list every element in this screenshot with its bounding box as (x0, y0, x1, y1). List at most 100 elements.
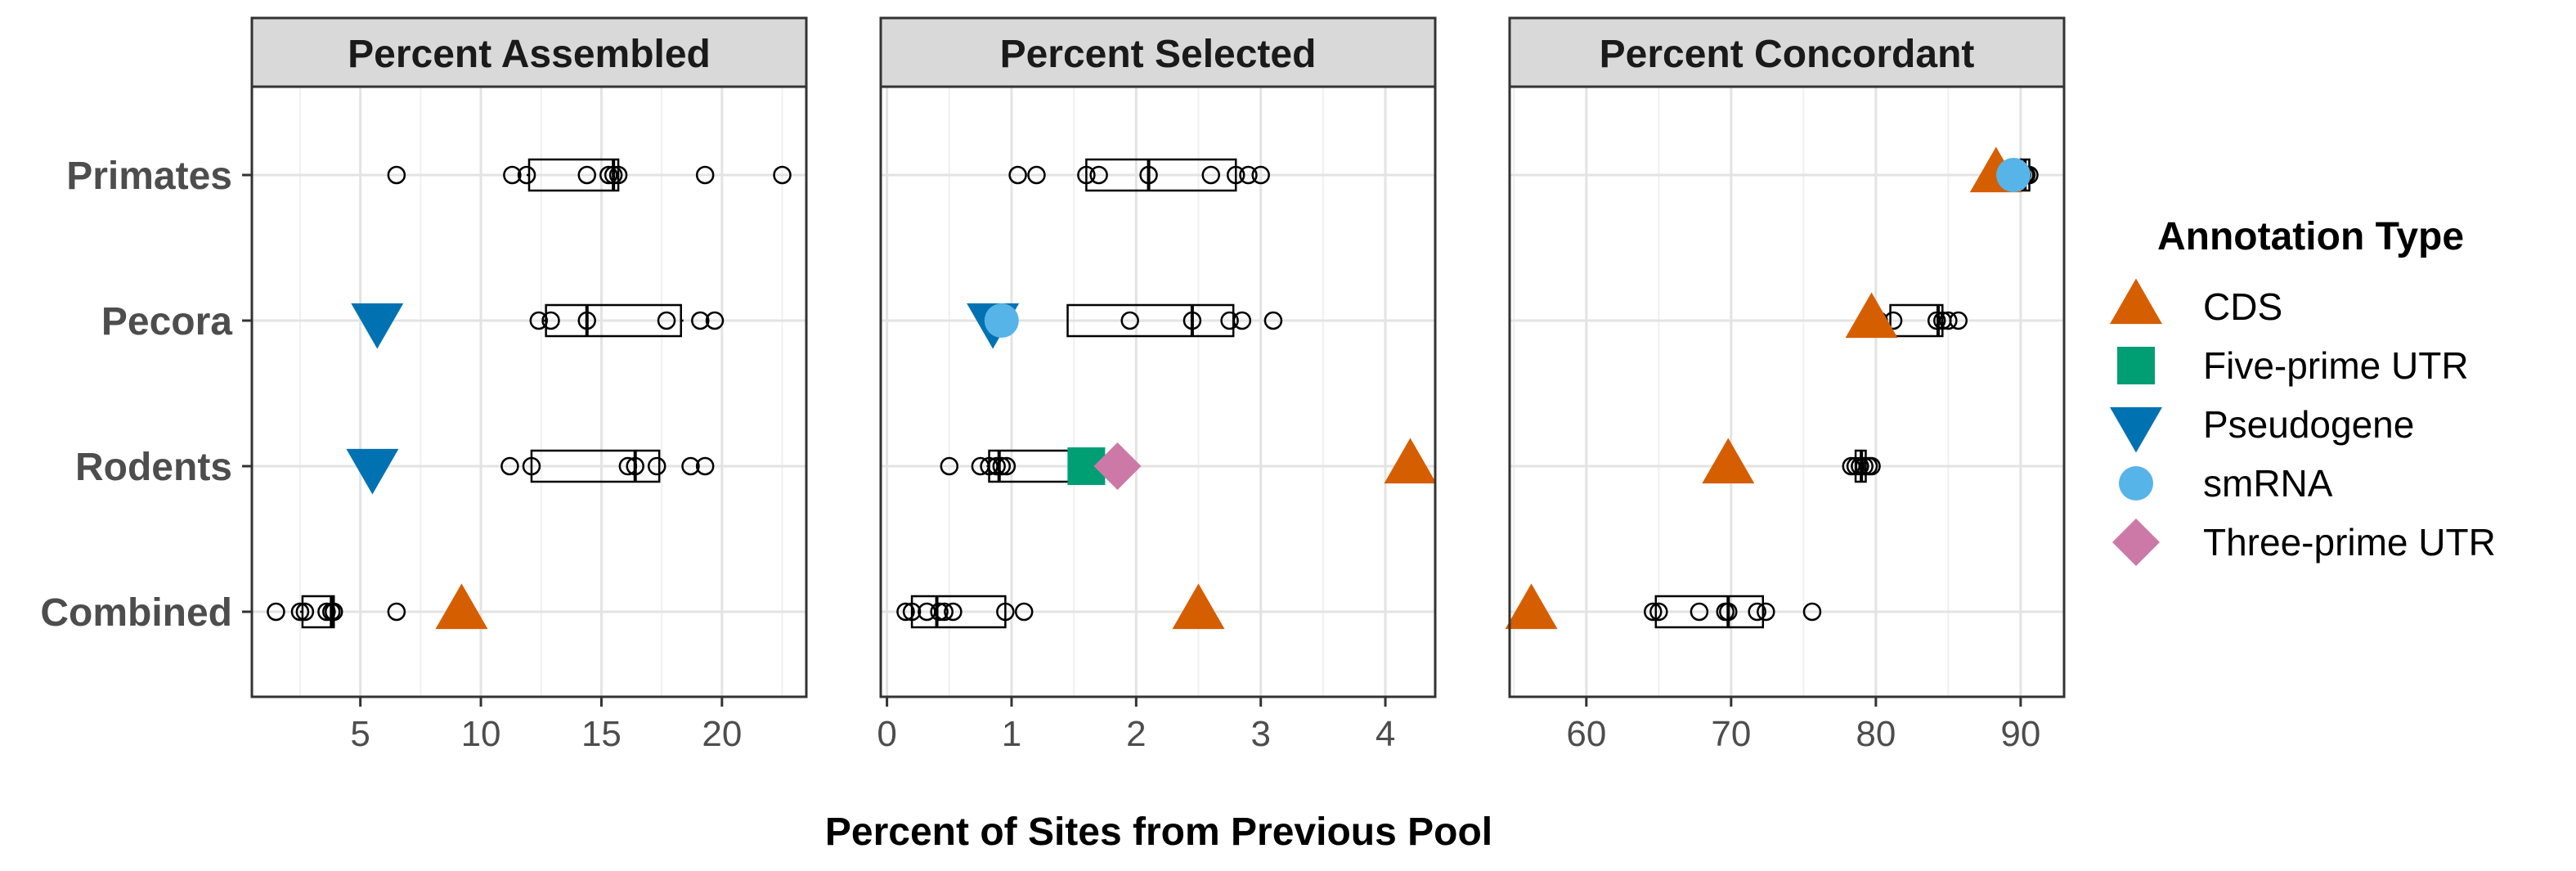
facet-strip-title: Percent Assembled (348, 33, 711, 76)
legend-label: Five-prime UTR (2203, 344, 2469, 387)
data-point (1226, 165, 1245, 185)
data-point (577, 165, 596, 185)
data-point (1644, 602, 1663, 622)
data-point (1927, 311, 1946, 330)
data-point (896, 602, 915, 622)
data-point (517, 165, 536, 185)
data-point (1089, 165, 1108, 185)
data-point (1014, 602, 1034, 622)
annotation-marker (435, 583, 488, 630)
legend-label: Pseudogene (2203, 403, 2414, 446)
data-point (681, 456, 700, 476)
data-point (691, 311, 710, 330)
data-point (997, 456, 1016, 476)
y-tick-label: Primates (66, 155, 232, 198)
data-point (324, 602, 343, 622)
data-point (541, 311, 560, 330)
data-point (577, 311, 596, 330)
annotation-marker (1172, 583, 1225, 630)
data-point (1201, 165, 1221, 185)
data-point (1139, 165, 1158, 185)
data-point (290, 602, 310, 622)
data-point (604, 165, 623, 185)
data-point (902, 602, 922, 622)
data-point (1183, 311, 1202, 330)
data-point (1719, 602, 1738, 622)
data-point (1027, 165, 1046, 185)
x-tick-label: 60 (1566, 714, 1606, 754)
data-point (695, 456, 715, 476)
data-point (500, 456, 519, 476)
data-point (935, 602, 954, 622)
panel-background (1510, 87, 2064, 697)
x-tick-label: 4 (1376, 714, 1395, 754)
data-point (522, 456, 541, 476)
data-point (1120, 311, 1139, 330)
data-point (918, 602, 936, 622)
data-point (599, 165, 618, 185)
data-point (1757, 602, 1775, 622)
panel: Percent Assembled 5 10 15 20 Primates Pecora Ro… (40, 16, 808, 754)
box (530, 449, 661, 483)
data-point (608, 165, 628, 185)
data-point (387, 165, 406, 185)
facet-strip (250, 16, 808, 88)
data-point (1748, 602, 1766, 622)
legend-title: Annotation Type (2157, 215, 2464, 258)
legend-label: CDS (2203, 285, 2282, 328)
legend-label: Three-prime UTR (2203, 521, 2496, 563)
data-point (1862, 456, 1881, 476)
data-point (1232, 311, 1252, 330)
box (1889, 303, 1944, 338)
data-point (1220, 311, 1239, 330)
box (1085, 158, 1237, 192)
data-point (317, 602, 336, 622)
annotation-marker (1845, 292, 1898, 339)
annotation-marker (1702, 438, 1755, 484)
x-tick-label: 3 (1250, 714, 1270, 754)
data-point (773, 165, 792, 185)
annotation-marker (1505, 583, 1558, 630)
annotation-marker (351, 303, 404, 349)
x-tick-label: 20 (702, 714, 742, 754)
x-tick-label: 70 (1711, 714, 1751, 754)
legend: Annotation Type CDS Five-prime UTR Pseudog… (2110, 215, 2496, 566)
x-tick-label: 5 (350, 714, 370, 754)
box (527, 158, 620, 192)
data-point (503, 165, 522, 185)
data-point (295, 602, 315, 622)
legend-key (2110, 278, 2162, 325)
legend-key (2119, 466, 2153, 501)
x-tick-label: 90 (2000, 714, 2040, 754)
panel: Percent Concordant 60 70 80 90 (1505, 16, 2066, 754)
box (910, 595, 1007, 629)
facet-strip (1508, 16, 2066, 88)
data-point (1949, 311, 1968, 330)
annotation-marker (346, 448, 399, 495)
data-point (996, 602, 1015, 622)
y-tick-label: Pecora (101, 300, 232, 343)
facet-strip-title: Percent Concordant (1600, 33, 1975, 76)
data-point (980, 456, 999, 476)
x-tick-label: 0 (877, 714, 896, 754)
data-point (1802, 602, 1822, 622)
panel: Percent Selected 0 1 2 3 4 (877, 16, 1437, 754)
x-tick-label: 2 (1126, 714, 1146, 754)
x-tick-label: 10 (461, 714, 501, 754)
data-point (987, 456, 1006, 476)
data-point (944, 602, 963, 622)
annotation-marker (1996, 158, 2031, 192)
data-point (1649, 602, 1668, 622)
y-tick-label: Combined (40, 591, 232, 635)
annotation-marker (1093, 442, 1142, 490)
data-point (1855, 456, 1874, 476)
data-point (992, 456, 1012, 476)
data-point (387, 602, 406, 622)
data-point (529, 311, 549, 330)
legend-key (2112, 519, 2160, 566)
facet-strip-title: Percent Selected (1000, 33, 1317, 76)
data-point (1239, 165, 1258, 185)
x-tick-label: 80 (1856, 714, 1896, 754)
data-point (626, 456, 644, 476)
